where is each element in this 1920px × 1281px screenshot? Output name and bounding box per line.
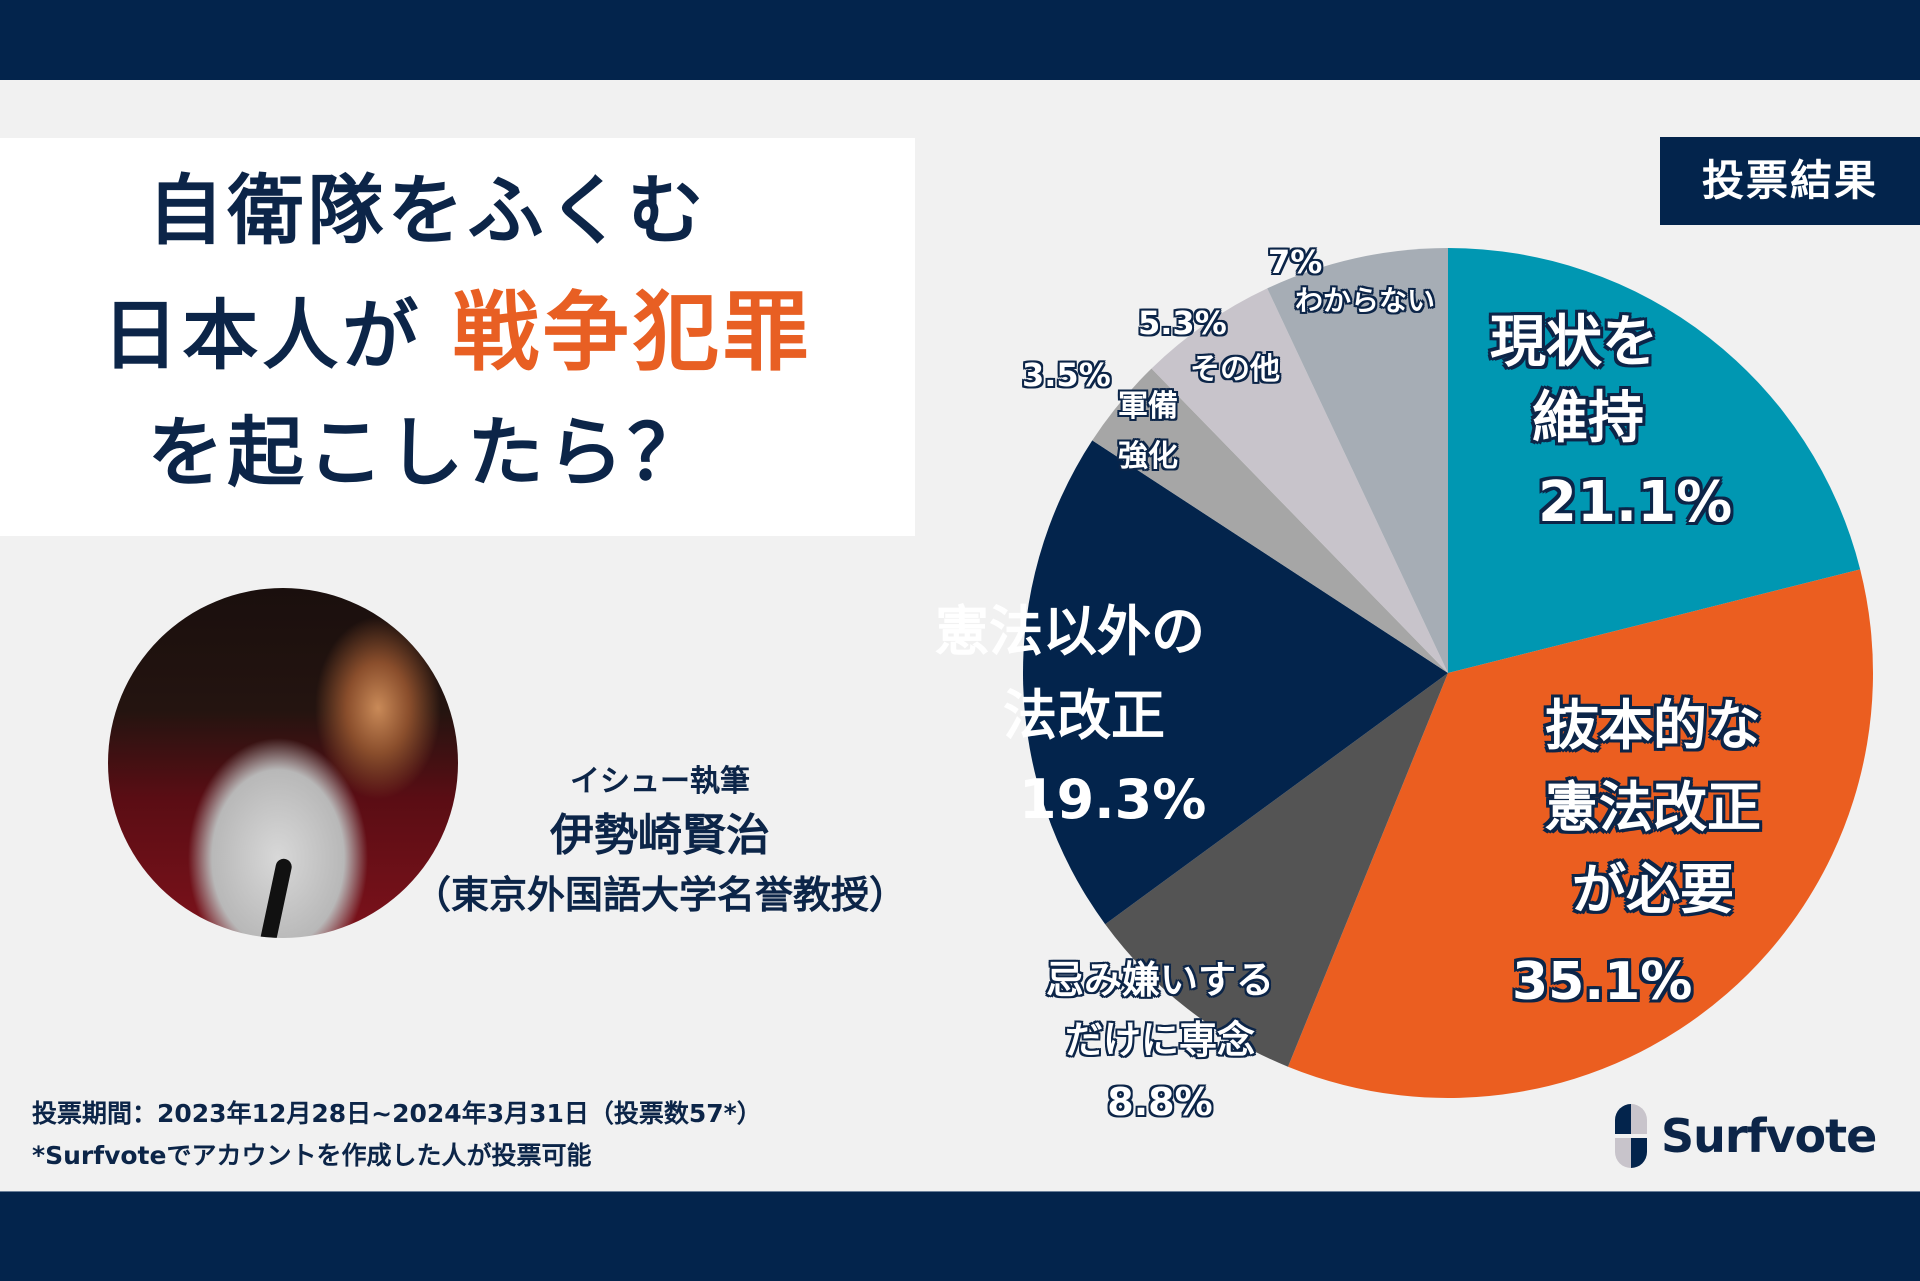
label-amend-line2: 憲法改正: [1545, 776, 1761, 839]
title-card: 自衛隊をふくむ 日本人が 戦争犯罪 を起こしたら？: [0, 138, 915, 536]
label-other-law-line2: 法改正: [1003, 684, 1165, 747]
title-line-3: を起こしたら？: [147, 408, 708, 497]
label-other: その他: [1190, 352, 1280, 387]
label-avoid-pct: 8.8%: [1107, 1080, 1213, 1124]
author-affiliation: （東京外国語大学名誉教授）: [412, 873, 907, 917]
label-amend: 抜本的な 憲法改正 が必要: [1518, 685, 1788, 931]
pie-slice: [1151, 288, 1448, 673]
label-amend-line3: が必要: [1572, 858, 1734, 921]
voting-note: *Surfvoteでアカウントを作成した人が投票可能: [32, 1141, 592, 1170]
label-dunno: わからない: [1295, 284, 1436, 317]
title-line-2: 日本人が 戦争犯罪: [0, 288, 915, 381]
pie-slice: [1092, 368, 1448, 673]
label-maintain-pct: 21.1%: [1538, 470, 1733, 535]
title-accent: 戦争犯罪: [452, 283, 813, 383]
author-role: イシュー執筆: [570, 764, 750, 799]
top-banner: [0, 0, 1920, 80]
microphone-shape: [258, 857, 294, 938]
label-other-pct: 5.3%: [1138, 304, 1227, 342]
label-military: 軍備 強化: [1118, 382, 1178, 482]
label-military-pct: 3.5%: [1022, 356, 1111, 394]
title-line-2-prefix: 日本人が: [102, 291, 423, 380]
label-other-law-line1: 憲法以外の: [935, 600, 1205, 663]
label-avoid: 忌み嫌いする だけに専念 8.8%: [1010, 950, 1310, 1132]
label-military-line2: 強化: [1118, 439, 1178, 474]
label-other-law-pct: 19.3%: [1019, 768, 1207, 831]
label-military-line1: 軍備: [1118, 389, 1178, 424]
surfvote-logo-icon: [1615, 1104, 1647, 1168]
label-avoid-line2: だけに専念: [1064, 1018, 1255, 1062]
label-maintain-line2: 維持: [1532, 386, 1644, 451]
surfvote-logo: Surfvote: [1615, 1103, 1877, 1169]
voting-period: 投票期間：2023年12月28日~2024年3月31日（投票数57*）: [32, 1099, 762, 1128]
title-line-1: 自衛隊をふくむ: [147, 166, 708, 255]
label-maintain-line1: 現状を: [1490, 310, 1658, 375]
label-amend-pct: 35.1%: [1512, 952, 1693, 1012]
author-photo: [108, 588, 458, 938]
bottom-banner: [0, 1191, 1920, 1281]
pie-slice: [1448, 248, 1861, 673]
result-badge: 投票結果: [1660, 137, 1920, 225]
label-avoid-line1: 忌み嫌いする: [1045, 958, 1274, 1002]
label-maintain: 現状を 維持 21.1%: [1490, 305, 1732, 541]
label-amend-line1: 抜本的な: [1545, 694, 1761, 757]
label-other-law: 憲法以外の 法改正 19.3%: [935, 590, 1265, 842]
pie-slice: [1287, 569, 1874, 1098]
pie-slice: [1022, 440, 1448, 925]
pie-slice: [1267, 248, 1448, 673]
surfvote-logo-text: Surfvote: [1661, 1109, 1877, 1163]
pie-slice: [1105, 673, 1448, 1067]
author-name: 伊勢崎賢治: [550, 810, 770, 861]
label-dunno-pct: 7%: [1268, 243, 1323, 281]
